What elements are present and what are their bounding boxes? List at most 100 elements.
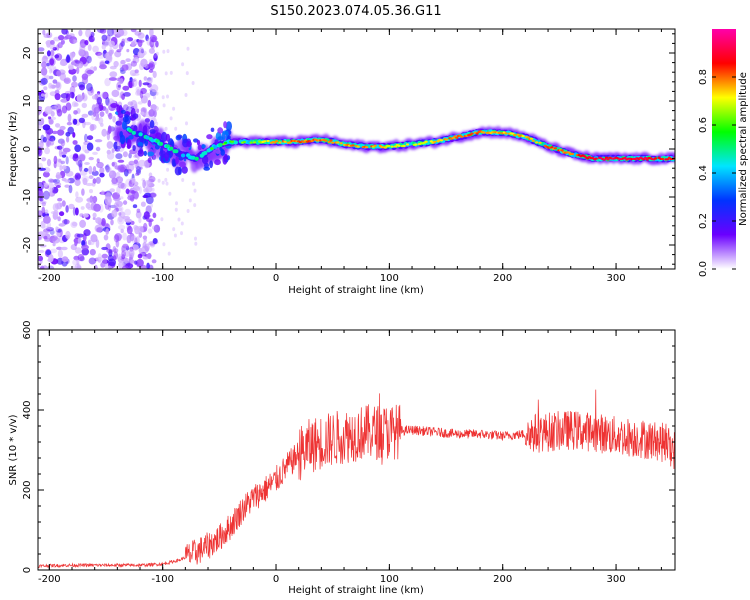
ridge-core-blob [445, 138, 449, 141]
ridge-scatter-blob [181, 166, 188, 174]
noise-blob [136, 88, 141, 95]
noise-blob [39, 140, 44, 149]
noise-blob [117, 182, 125, 189]
noise-blob [138, 159, 146, 167]
noise-blob [88, 35, 95, 43]
noise-blob [88, 257, 97, 265]
y-tick-label: 600 [22, 320, 33, 339]
x-tick-label: 100 [380, 574, 399, 585]
noise-blob [142, 82, 150, 86]
ridge-core-blob [138, 132, 143, 137]
ridge-core-blob [654, 157, 658, 160]
noise-blob [191, 81, 195, 85]
x-tick-label: 0 [273, 574, 279, 585]
noise-blob [43, 228, 51, 233]
ridge-core-blob [233, 140, 238, 145]
noise-blob [95, 239, 100, 249]
snr-y-label: SNR (10 * v/v) [8, 414, 19, 485]
ridge-core-blob [336, 141, 340, 144]
noise-blob [56, 109, 63, 117]
noise-blob [105, 228, 109, 235]
noise-blob [71, 101, 77, 108]
noise-blob [89, 189, 93, 194]
noise-blob [92, 195, 98, 203]
noise-blob [72, 75, 77, 82]
noise-blob [142, 235, 148, 240]
x-tick-label: 0 [273, 273, 279, 284]
ridge-core-blob [339, 142, 343, 145]
noise-blob [58, 223, 66, 227]
ridge-core-blob [387, 144, 391, 148]
noise-blob [174, 126, 178, 131]
noise-blob [129, 77, 133, 82]
noise-blob [44, 209, 49, 215]
noise-blob [87, 110, 94, 116]
noise-blob [111, 89, 120, 98]
noise-blob [57, 42, 63, 49]
ridge-scatter-blob [179, 161, 186, 168]
noise-blob [50, 49, 55, 57]
noise-blob [68, 184, 73, 194]
noise-blob [116, 186, 121, 195]
noise-blob [122, 265, 129, 269]
noise-blob [84, 149, 90, 154]
noise-blob [109, 188, 115, 193]
noise-blob [155, 51, 159, 56]
noise-blob [78, 48, 85, 57]
ridge-core-blob [470, 132, 474, 135]
noise-blob [49, 43, 56, 50]
ridge-core-blob [263, 140, 267, 143]
noise-blob [148, 109, 155, 117]
noise-blob [150, 104, 157, 111]
noise-blob [47, 182, 55, 192]
noise-blob [114, 233, 123, 241]
noise-blob [96, 158, 100, 164]
noise-blob [85, 182, 94, 187]
noise-blob [160, 217, 164, 222]
ridge-core-blob [327, 140, 331, 144]
noise-blob [86, 142, 94, 151]
ridge-scatter-blob [116, 104, 121, 113]
noise-blob [56, 246, 62, 250]
noise-blob [122, 151, 128, 158]
snr-frame [37, 329, 676, 571]
ridge-core-blob [218, 142, 223, 147]
noise-blob [91, 111, 95, 121]
noise-blob [48, 254, 54, 263]
ridge-core-blob [531, 139, 535, 142]
noise-blob [52, 47, 57, 51]
noise-blob [61, 105, 68, 114]
noise-blob [62, 219, 70, 225]
ridge-scatter-blob [120, 109, 126, 114]
noise-blob [65, 205, 69, 213]
noise-blob [177, 217, 181, 222]
noise-blob [60, 246, 68, 251]
noise-blob [181, 178, 185, 182]
ridge-scatter-blob [209, 160, 214, 169]
noise-blob [98, 117, 104, 125]
noise-blob [151, 155, 157, 161]
noise-blob [137, 253, 143, 259]
noise-blob [106, 55, 112, 61]
noise-blob [97, 253, 102, 261]
noise-blob [152, 105, 159, 112]
noise-blob [70, 265, 79, 269]
noise-blob [56, 145, 63, 150]
noise-blob [138, 231, 143, 238]
noise-blob [77, 159, 83, 168]
colorbar-tick-label: 0.4 [698, 165, 709, 181]
noise-blob [92, 45, 99, 53]
noise-blob [75, 196, 84, 203]
noise-blob [103, 234, 109, 241]
noise-blob [162, 242, 166, 247]
colorbar-tick-label: 0.8 [698, 69, 709, 85]
noise-blob [57, 249, 64, 259]
noise-blob [118, 212, 122, 216]
noise-blob [115, 239, 120, 248]
noise-blob [118, 206, 124, 212]
noise-blob [91, 170, 99, 176]
noise-blob [108, 258, 116, 267]
noise-blob [142, 242, 147, 249]
noise-blob [126, 234, 132, 244]
y-tick-label: 10 [22, 95, 33, 108]
